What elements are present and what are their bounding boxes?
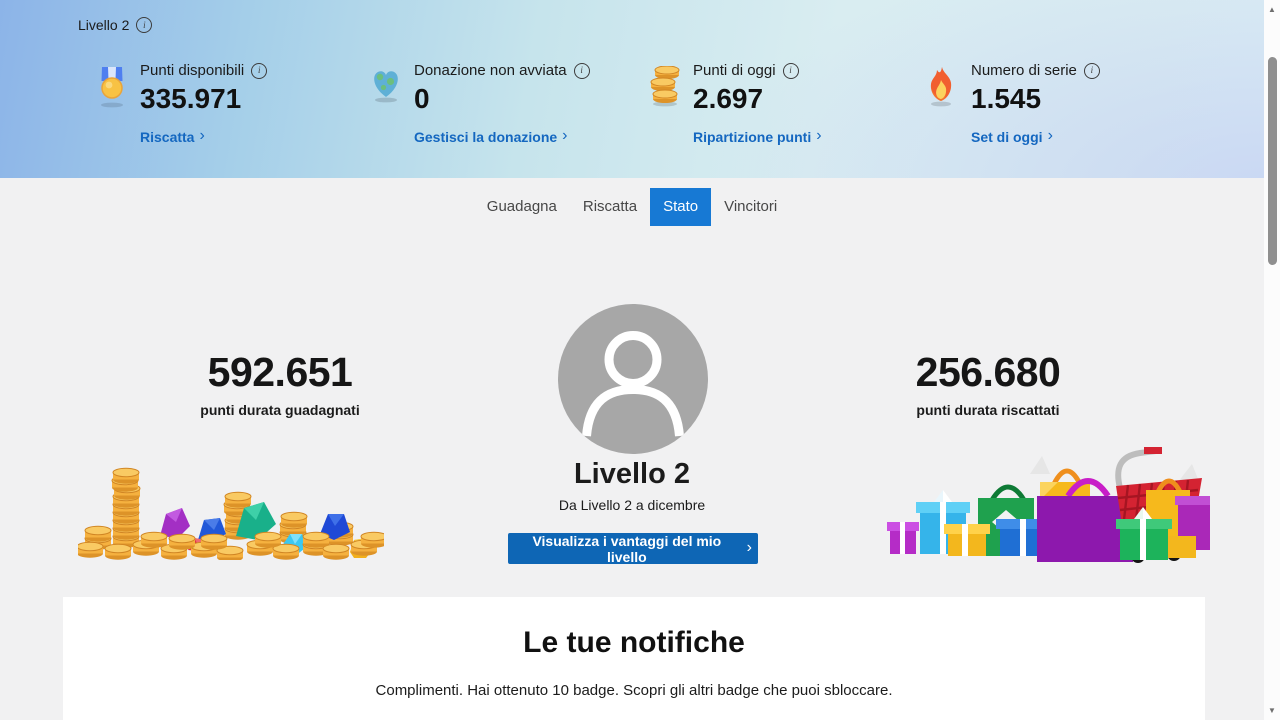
lifetime-redeemed-metric: 256.680 punti durata riscattati bbox=[863, 349, 1113, 418]
scroll-up-arrow-icon[interactable]: ▲ bbox=[1268, 5, 1276, 14]
todays-set-link[interactable]: Set di oggi › bbox=[971, 127, 1053, 146]
coins-pile-illustration bbox=[76, 448, 388, 565]
stat-text: Numero di serie i 1.545 Set di oggi › bbox=[971, 62, 1100, 145]
points-banner: Livello 2 i Punti disponibili i bbox=[0, 0, 1264, 178]
stat-text: Donazione non avviata i 0 Gestisci la do… bbox=[414, 62, 590, 145]
view-level-benefits-button[interactable]: Visualizza i vantaggi del mio livello › bbox=[508, 533, 758, 565]
level-indicator: Livello 2 i bbox=[78, 17, 153, 33]
notifications-card: Le tue notifiche Complimenti. Hai ottenu… bbox=[63, 597, 1205, 720]
redeemed-label: punti durata riscattati bbox=[916, 402, 1060, 418]
stat-label: Punti di oggi bbox=[693, 62, 776, 79]
level-subtitle: Da Livello 2 a dicembre bbox=[558, 497, 706, 513]
info-icon[interactable]: i bbox=[251, 62, 268, 79]
heart-globe-icon bbox=[369, 62, 405, 145]
tab-guadagna[interactable]: Guadagna bbox=[486, 198, 557, 215]
person-icon bbox=[582, 331, 684, 437]
stat-label: Numero di serie bbox=[971, 62, 1077, 79]
flame-icon bbox=[926, 62, 962, 145]
stat-label: Punti disponibili bbox=[140, 62, 245, 79]
info-icon[interactable]: i bbox=[573, 62, 590, 79]
redeemed-value: 256.680 bbox=[915, 349, 1061, 395]
coins-icon bbox=[648, 62, 684, 145]
stat-value: 335.971 bbox=[140, 83, 242, 114]
section-tabs: Guadagna Riscatta Stato Vincitori bbox=[0, 188, 1264, 226]
notifications-title: Le tue notifiche bbox=[523, 626, 745, 659]
chevron-right-icon: › bbox=[199, 127, 205, 144]
vertical-scrollbar[interactable]: ▲ ▼ bbox=[1264, 0, 1280, 720]
stat-label: Donazione non avviata bbox=[414, 62, 567, 79]
scroll-down-arrow-icon[interactable]: ▼ bbox=[1268, 706, 1276, 715]
level-indicator-label: Livello 2 bbox=[78, 17, 130, 33]
stat-value: 0 bbox=[414, 83, 430, 114]
stat-points-today: Punti di oggi i 2.697 Ripartizione punti… bbox=[648, 62, 822, 145]
tab-vincitori[interactable]: Vincitori bbox=[724, 198, 778, 215]
stat-text: Punti disponibili i 335.971 Riscatta › bbox=[140, 62, 268, 146]
chevron-right-icon: › bbox=[816, 127, 822, 144]
points-breakdown-link[interactable]: Ripartizione punti › bbox=[693, 127, 822, 146]
avatar bbox=[558, 304, 708, 454]
earned-value: 592.651 bbox=[207, 349, 353, 395]
lifetime-earned-metric: 592.651 punti durata guadagnati bbox=[155, 349, 405, 418]
shopping-gifts-illustration bbox=[882, 438, 1213, 571]
chevron-right-icon: › bbox=[746, 538, 752, 556]
stat-value: 2.697 bbox=[693, 83, 764, 114]
notifications-message: Complimenti. Hai ottenuto 10 badge. Scop… bbox=[375, 682, 893, 699]
stat-value: 1.545 bbox=[971, 83, 1042, 114]
redeem-link[interactable]: Riscatta › bbox=[140, 127, 205, 146]
tab-stato[interactable]: Stato bbox=[650, 188, 712, 226]
info-icon[interactable]: i bbox=[1083, 62, 1100, 79]
stat-streak: Numero di serie i 1.545 Set di oggi › bbox=[926, 62, 1100, 145]
stat-available-points: Punti disponibili i 335.971 Riscatta › bbox=[95, 62, 268, 146]
chevron-right-icon: › bbox=[1047, 127, 1053, 144]
medal-icon bbox=[95, 62, 131, 145]
stat-text: Punti di oggi i 2.697 Ripartizione punti… bbox=[693, 62, 822, 145]
tab-riscatta[interactable]: Riscatta bbox=[582, 198, 638, 215]
info-icon[interactable]: i bbox=[782, 62, 799, 79]
manage-donation-link[interactable]: Gestisci la donazione › bbox=[414, 127, 568, 146]
level-title: Livello 2 bbox=[573, 458, 691, 490]
info-icon[interactable]: i bbox=[136, 17, 153, 33]
stat-donation: Donazione non avviata i 0 Gestisci la do… bbox=[369, 62, 590, 145]
scrollbar-thumb[interactable] bbox=[1268, 57, 1277, 265]
earned-label: punti durata guadagnati bbox=[200, 402, 360, 418]
chevron-right-icon: › bbox=[562, 127, 568, 144]
